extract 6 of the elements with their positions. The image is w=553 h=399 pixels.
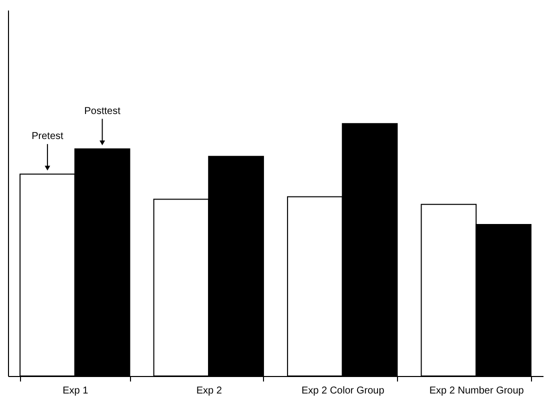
x-tick-label: Exp 2 Number Group [429, 386, 524, 396]
text: Pretest [32, 131, 64, 142]
x-tick-label: Exp 1 [62, 386, 89, 396]
x-tick-label: Exp 2 Color Group [301, 386, 385, 396]
text: Posttest [84, 106, 121, 117]
x-tick-label: Exp 2 [196, 386, 222, 396]
